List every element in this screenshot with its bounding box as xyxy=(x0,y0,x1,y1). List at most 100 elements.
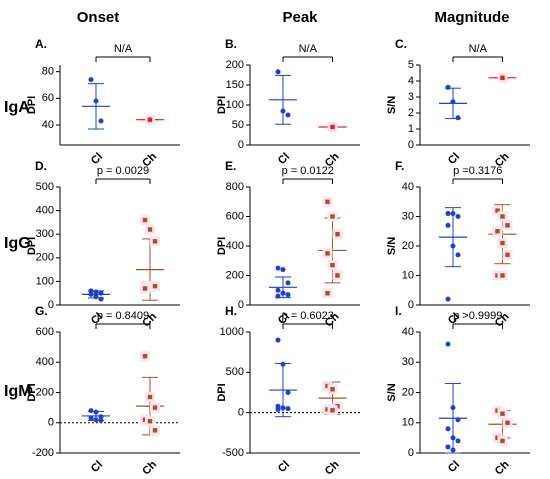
column-header: Onset xyxy=(77,9,120,26)
y-axis-label: DPI xyxy=(26,237,38,255)
y-axis-label: DPI xyxy=(216,383,228,401)
point xyxy=(445,341,451,347)
y-tick-label: -500 xyxy=(222,447,244,459)
y-tick-label: 60 xyxy=(42,92,54,104)
row-header: IgG xyxy=(4,235,31,252)
point xyxy=(450,211,456,217)
point xyxy=(330,262,335,268)
y-tick-label: 150 xyxy=(226,79,244,91)
y-tick-label: 400 xyxy=(226,240,244,252)
point xyxy=(280,405,286,411)
point xyxy=(147,227,153,232)
point xyxy=(147,117,153,122)
y-tick-label: 4 xyxy=(408,75,414,87)
y-tick-label: 30 xyxy=(402,210,414,222)
y-axis-label: S/N xyxy=(386,96,398,114)
panel-label: A. xyxy=(35,37,47,51)
point xyxy=(93,417,99,423)
point xyxy=(275,406,281,412)
point xyxy=(275,69,281,75)
panel-label: C. xyxy=(395,37,407,51)
y-axis-label: DPI xyxy=(26,383,38,401)
y-tick-label: 5 xyxy=(408,59,414,71)
y-tick-label: 100 xyxy=(36,275,54,287)
point xyxy=(285,280,291,286)
point xyxy=(450,447,456,453)
y-tick-label: 0 xyxy=(238,139,244,151)
point xyxy=(280,290,286,296)
x-tick-label: Ch xyxy=(493,458,512,477)
point xyxy=(285,390,291,395)
panel-label: I. xyxy=(395,304,402,318)
annotation: N/A xyxy=(114,43,133,55)
point xyxy=(275,293,281,299)
point xyxy=(445,84,451,90)
point xyxy=(285,292,291,298)
y-tick-label: 0 xyxy=(48,417,54,429)
y-tick-label: 80 xyxy=(42,66,54,78)
point xyxy=(325,291,330,296)
y-tick-label: 1000 xyxy=(220,326,244,338)
y-axis-label: S/N xyxy=(386,383,398,401)
point xyxy=(280,108,286,114)
x-tick-label: Cl xyxy=(276,459,292,475)
point xyxy=(455,417,461,423)
point xyxy=(98,417,104,423)
y-tick-label: -200 xyxy=(32,447,54,459)
y-tick-label: 0 xyxy=(408,447,414,459)
x-tick-label: Ch xyxy=(140,458,159,477)
x-tick-label: Cl xyxy=(89,459,105,475)
point xyxy=(325,199,330,204)
annotation: N/A xyxy=(299,43,318,55)
point xyxy=(98,118,104,124)
point xyxy=(147,394,153,400)
annotation: p = 0.8409 xyxy=(97,310,149,322)
y-tick-label: 10 xyxy=(402,269,414,281)
panel-label: D. xyxy=(35,159,47,173)
point xyxy=(88,288,94,294)
point xyxy=(98,290,104,296)
point xyxy=(88,77,94,83)
y-tick-label: 0 xyxy=(238,407,244,419)
point xyxy=(455,115,461,121)
point xyxy=(152,283,158,289)
y-tick-label: 200 xyxy=(226,269,244,281)
y-tick-label: 800 xyxy=(226,181,244,193)
annotation: p = 0.0029 xyxy=(97,165,149,177)
panel-label: F. xyxy=(395,159,404,173)
point xyxy=(275,265,281,271)
point xyxy=(450,99,456,105)
y-tick-label: 200 xyxy=(36,252,54,264)
point xyxy=(142,286,148,291)
point xyxy=(445,444,451,450)
point xyxy=(93,409,99,415)
y-tick-label: 500 xyxy=(226,366,244,378)
point xyxy=(505,223,510,228)
point xyxy=(98,296,104,302)
y-tick-label: 0 xyxy=(48,299,54,311)
y-tick-label: 500 xyxy=(36,181,54,193)
point xyxy=(330,387,335,392)
point xyxy=(450,243,456,249)
y-tick-label: 10 xyxy=(402,417,414,429)
point xyxy=(500,438,505,444)
point xyxy=(505,252,510,258)
point xyxy=(445,211,451,217)
point xyxy=(505,420,510,425)
column-header: Peak xyxy=(282,9,318,26)
row-header: IgA xyxy=(4,99,30,116)
y-tick-label: 200 xyxy=(226,59,244,71)
point xyxy=(285,406,291,412)
y-tick-label: 400 xyxy=(36,205,54,217)
point xyxy=(450,405,456,411)
point xyxy=(445,426,451,432)
point xyxy=(500,240,505,246)
annotation: p = 0.6023 xyxy=(282,310,334,322)
y-tick-label: 20 xyxy=(402,240,414,252)
y-tick-label: 40 xyxy=(42,119,54,131)
point xyxy=(152,239,158,244)
point xyxy=(445,222,451,228)
y-tick-label: 0 xyxy=(238,299,244,311)
y-tick-label: 1 xyxy=(408,123,414,135)
y-tick-label: 50 xyxy=(232,119,244,131)
